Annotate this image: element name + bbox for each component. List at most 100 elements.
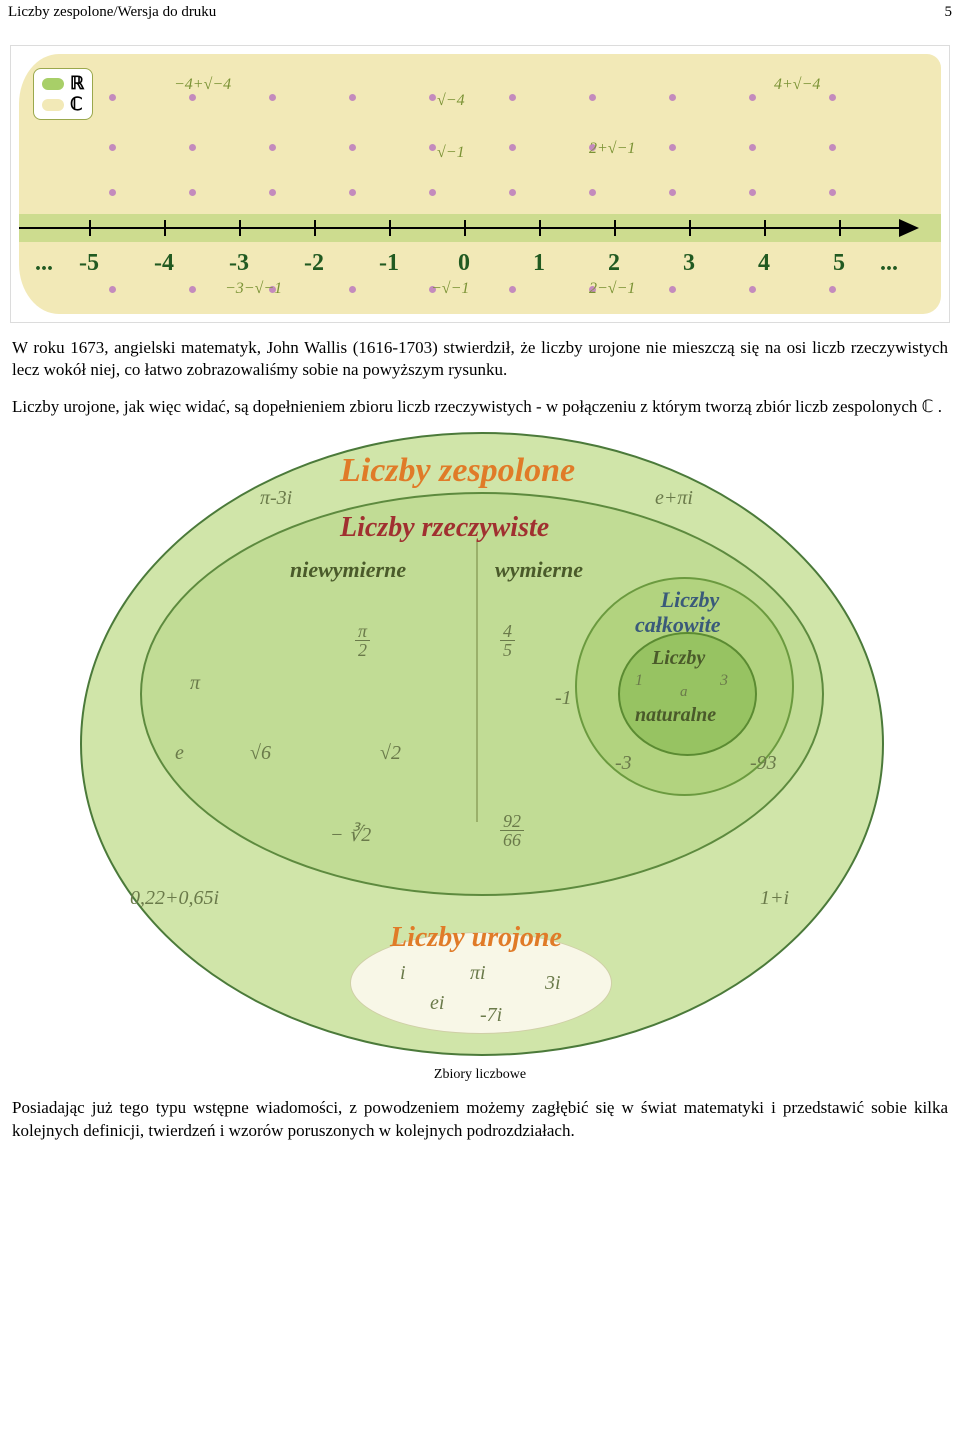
complex-point-dot — [349, 94, 356, 101]
complex-point-dot — [749, 94, 756, 101]
complex-point-dot — [269, 94, 276, 101]
complex-label: −√−1 — [431, 280, 469, 298]
tick — [389, 220, 391, 236]
swatch-complex — [42, 99, 64, 111]
complex-point-dot — [509, 189, 516, 196]
tick — [839, 220, 841, 236]
tick — [239, 220, 241, 236]
ex-pi-half: π2 — [355, 622, 370, 659]
complex-point-dot — [429, 94, 436, 101]
complex-point-dot — [349, 144, 356, 151]
pi2-d: 2 — [355, 641, 370, 659]
label-irrational: niewymierne — [290, 557, 406, 583]
ex-e-pi: e+πi — [655, 487, 693, 510]
tick-label: 1 — [533, 250, 545, 277]
legend-c: ℂ — [70, 94, 83, 115]
complex-point-dot — [269, 189, 276, 196]
numberline-canvas: ℝ ℂ -5-4-3-2-1012345......−4+√−4√−44+√−4… — [19, 54, 941, 314]
label-complex: Liczby zespolone — [340, 452, 575, 490]
complex-point-dot — [349, 286, 356, 293]
venn-figure: Liczby zespolone Liczby rzeczywiste niew… — [12, 432, 948, 1083]
ex-pii: πi — [470, 962, 486, 985]
complex-label: −4+√−4 — [174, 76, 231, 94]
ex-3i: 3i — [545, 972, 561, 995]
tick-label: -3 — [229, 250, 249, 277]
tick-label: -2 — [304, 250, 324, 277]
tick-label: -5 — [79, 250, 99, 277]
complex-point-dot — [829, 94, 836, 101]
ex-neg1: -1 — [555, 687, 572, 710]
ex-e: e — [175, 742, 184, 765]
tick — [539, 220, 541, 236]
ex-pi-3i: π-3i — [260, 487, 292, 510]
ex-022: 0,22+0,65i — [130, 887, 219, 910]
ex-i: i — [400, 962, 406, 985]
complex-point-dot — [189, 94, 196, 101]
ex-pi: π — [190, 672, 200, 695]
ex-sqrt6: √6 — [250, 742, 271, 765]
complex-label: √−4 — [437, 92, 465, 110]
ex-cube2: − ∛2 — [330, 822, 371, 847]
tick — [764, 220, 766, 236]
ex-1: 1 — [635, 672, 643, 690]
complex-point-dot — [429, 144, 436, 151]
complex-point-dot — [189, 144, 196, 151]
tick — [689, 220, 691, 236]
tick-label: 2 — [608, 250, 620, 277]
label-integer-1: Liczby — [650, 587, 730, 613]
real-divider — [476, 542, 478, 822]
complex-point-dot — [109, 144, 116, 151]
tick — [464, 220, 466, 236]
header-title: Liczby zespolone/Wersja do druku — [8, 4, 216, 20]
complex-label: 2−√−1 — [589, 280, 635, 298]
complex-label: 2+√−1 — [589, 140, 635, 158]
venn-canvas: Liczby zespolone Liczby rzeczywiste niew… — [80, 432, 880, 1052]
45-d: 5 — [500, 641, 515, 659]
tick-label: -1 — [379, 250, 399, 277]
ex-neg7i: -7i — [480, 1004, 502, 1027]
page-header: Liczby zespolone/Wersja do druku 5 — [0, 0, 960, 25]
complex-point-dot — [509, 286, 516, 293]
paragraph-3: Posiadając już tego typu wstępne wiadomo… — [12, 1097, 948, 1142]
page-number: 5 — [945, 4, 953, 21]
tick — [314, 220, 316, 236]
swatch-real — [42, 78, 64, 90]
paragraph-2a: Liczby urojone, jak więc widać, są dopeł… — [12, 397, 922, 416]
complex-point-dot — [189, 189, 196, 196]
complex-point-dot — [829, 144, 836, 151]
legend-r: ℝ — [70, 73, 84, 94]
label-natural-1: Liczby — [652, 647, 705, 670]
complex-point-dot — [749, 189, 756, 196]
numberline-figure: ℝ ℂ -5-4-3-2-1012345......−4+√−4√−44+√−4… — [10, 45, 950, 323]
label-rational: wymierne — [495, 557, 583, 583]
tick-label: 5 — [833, 250, 845, 277]
complex-point-dot — [669, 94, 676, 101]
complex-point-dot — [749, 286, 756, 293]
axis-arrowhead — [899, 219, 919, 237]
complex-point-dot — [269, 144, 276, 151]
complex-label: −3−√−1 — [225, 280, 282, 298]
complex-point-dot — [509, 144, 516, 151]
tick-label: 3 — [683, 250, 695, 277]
45-n: 4 — [500, 622, 515, 641]
9266-n: 92 — [500, 812, 524, 831]
complex-point-dot — [669, 286, 676, 293]
label-real: Liczby rzeczywiste — [340, 512, 549, 544]
label-integer-2: całkowite — [635, 612, 721, 638]
complex-label: √−1 — [437, 144, 465, 162]
tick-label: 0 — [458, 250, 470, 277]
9266-d: 66 — [500, 831, 524, 849]
ex-neg93: -93 — [750, 752, 777, 775]
complex-point-dot — [589, 189, 596, 196]
ellipsis-left: ... — [35, 250, 53, 277]
complex-point-dot — [109, 189, 116, 196]
complex-point-dot — [109, 94, 116, 101]
c-symbol: ℂ — [922, 397, 934, 416]
pi2-n: π — [355, 622, 370, 641]
ellipsis-right: ... — [880, 250, 898, 277]
paragraph-2b: . — [934, 397, 943, 416]
label-natural-2: naturalne — [635, 704, 716, 727]
complex-point-dot — [589, 94, 596, 101]
complex-point-dot — [509, 94, 516, 101]
tick-label: -4 — [154, 250, 174, 277]
